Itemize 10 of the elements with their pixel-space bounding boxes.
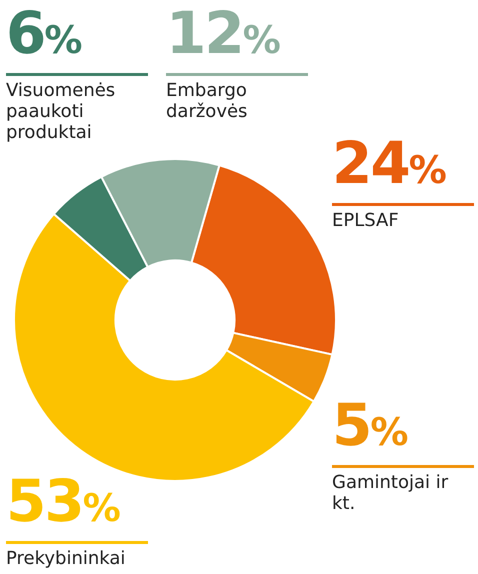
data-label: 5%: [332, 391, 474, 468]
slice-label: Visuomenės paaukoti produktai: [6, 80, 116, 143]
slice-label: EPLSAF: [332, 210, 400, 231]
data-label: 6%: [6, 0, 148, 76]
slice-label: Gamintojai ir kt.: [332, 472, 450, 514]
data-label: 24%: [332, 129, 474, 206]
slice-label: Prekybininkai: [6, 548, 126, 569]
data-label: 53%: [6, 467, 148, 544]
slice-label: Embargo daržovės: [166, 80, 248, 122]
data-label: 12%: [166, 0, 308, 76]
